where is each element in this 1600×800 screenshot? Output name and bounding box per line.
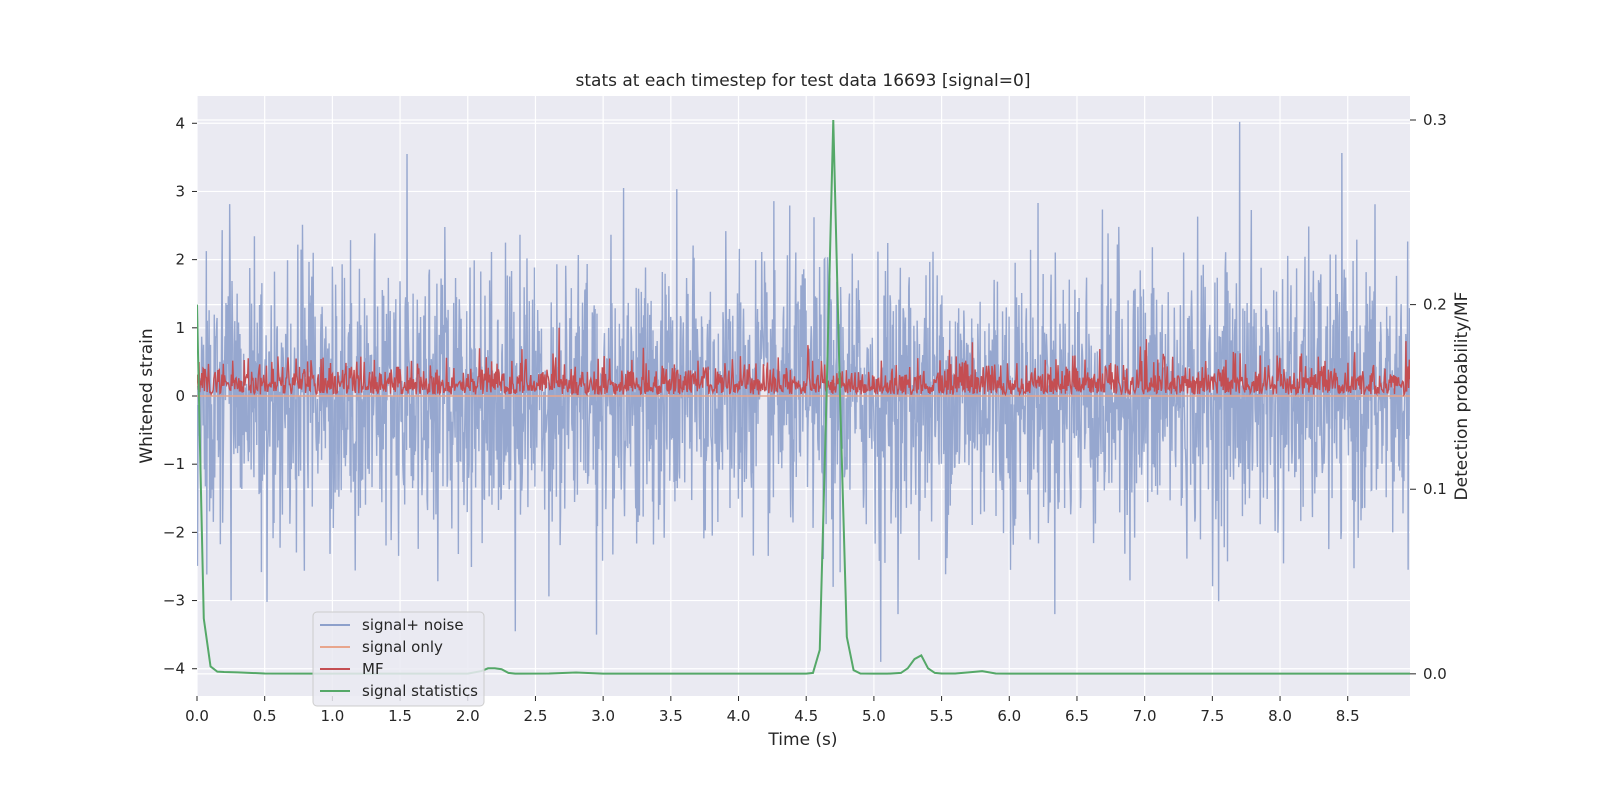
y-right-tick-label: 0.2 <box>1423 296 1447 314</box>
x-tick-label: 8.5 <box>1336 707 1360 725</box>
legend-box <box>312 611 485 707</box>
y-tick-label: 0 <box>175 387 185 405</box>
y-right-tick-label: 0.0 <box>1423 665 1447 683</box>
x-tick-label: 4.0 <box>727 707 751 725</box>
legend-label-signal-only: signal only <box>362 638 443 656</box>
x-tick-label: 4.5 <box>794 707 818 725</box>
y-axis-right-label: Detection probability/MF <box>1452 292 1472 501</box>
x-tick-label: 2.5 <box>524 707 548 725</box>
y-tick-label: 1 <box>175 319 185 337</box>
x-tick-label: 3.5 <box>659 707 683 725</box>
x-axis-label: Time (s) <box>767 730 837 750</box>
y-tick-label: −4 <box>163 660 185 678</box>
x-tick-label: 7.5 <box>1200 707 1224 725</box>
chart-title: stats at each timestep for test data 166… <box>576 71 1031 91</box>
ticks-layer: 0.0 0.5 1.0 1.5 2.0 2.5 3.0 3.5 4.0 4.5 5.0 5.5 6.0 6… <box>163 111 1447 725</box>
x-tick-label: 5.0 <box>862 707 886 725</box>
y-tick-label: 4 <box>175 114 185 132</box>
x-tick-label: 8.0 <box>1268 707 1292 725</box>
legend: signal+ noise signal only MF signal stat… <box>312 611 485 707</box>
y-tick-label: 2 <box>175 251 185 269</box>
y-tick-label: −2 <box>163 523 185 541</box>
y-tick-label: −1 <box>163 455 185 473</box>
x-tick-label: 1.5 <box>388 707 412 725</box>
legend-label-signal-noise: signal+ noise <box>362 616 464 634</box>
x-tick-label: 0.5 <box>253 707 277 725</box>
y-right-tick-label: 0.3 <box>1423 111 1447 129</box>
x-tick-label: 0.0 <box>185 707 209 725</box>
x-tick-label: 2.0 <box>456 707 480 725</box>
y-right-tick-label: 0.1 <box>1423 480 1447 498</box>
x-tick-label: 6.0 <box>997 707 1021 725</box>
x-tick-label: 3.0 <box>591 707 615 725</box>
x-tick-label: 5.5 <box>930 707 954 725</box>
legend-label-signal-statistics: signal statistics <box>362 682 478 700</box>
x-tick-label: 7.0 <box>1133 707 1157 725</box>
x-tick-label: 6.5 <box>1065 707 1089 725</box>
series-mf-line <box>197 327 1410 397</box>
y-tick-label: −3 <box>163 592 185 610</box>
x-tick-label: 1.0 <box>320 707 344 725</box>
y-axis-label: Whitened strain <box>137 328 157 463</box>
legend-label-mf: MF <box>362 660 384 678</box>
y-tick-label: 3 <box>175 182 185 200</box>
